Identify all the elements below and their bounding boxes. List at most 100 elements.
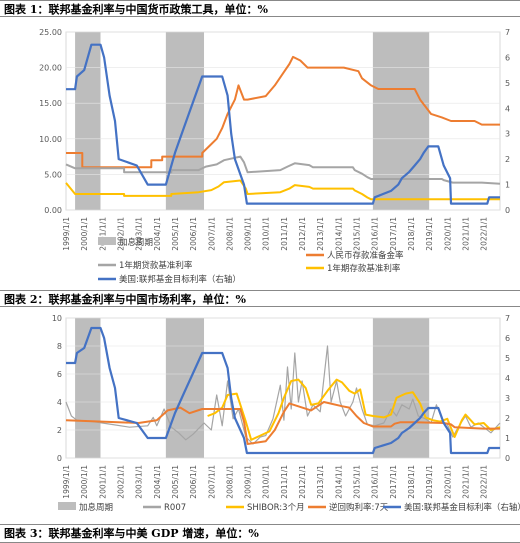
x-tick-label: 1999/1/1	[62, 217, 71, 251]
y-right-tick-label: 6	[505, 334, 510, 343]
y-right-tick-label: 0	[505, 206, 510, 215]
x-tick-label: 2014/1/1	[334, 465, 343, 499]
hike-period-band-1	[75, 32, 101, 210]
y-left-tick-label: 6	[57, 370, 62, 379]
x-tick-label: 2011/1/1	[280, 465, 289, 499]
x-tick-label: 2010/1/1	[262, 465, 271, 499]
legend-label: R007	[164, 503, 186, 513]
x-tick-label: 2001/1/1	[98, 217, 107, 251]
y-left-tick-label: 0	[57, 454, 62, 463]
hike-period-band-2	[165, 32, 205, 210]
series-line-3	[65, 179, 500, 201]
plot-area	[65, 317, 501, 459]
x-tick-label: 2009/1/1	[244, 217, 253, 251]
y-left-tick-label: 2	[57, 426, 62, 435]
x-tick-label: 2004/1/1	[153, 217, 162, 251]
y-left-tick-label: 10	[52, 314, 62, 323]
x-tick-label: 2016/1/1	[371, 465, 380, 499]
x-tick-label: 2017/1/1	[389, 217, 398, 251]
y-left-tick-label: 25.00	[39, 28, 62, 37]
y-right-tick-label: 5	[505, 79, 510, 88]
legend-label: 1年期贷款基准利率	[119, 260, 193, 271]
figure-2-caption: 图表 2：联邦基金利率与中国市场利率，单位：%	[0, 290, 520, 307]
x-tick-label: 2022/1/1	[480, 465, 489, 499]
legend-label: 加息周期	[119, 237, 153, 248]
x-tick-label: 2005/1/1	[171, 465, 180, 499]
legend-label: 1年期存款基准利率	[327, 263, 401, 274]
hike-period-band-1	[75, 318, 101, 458]
x-tick-label: 2019/1/1	[425, 465, 434, 499]
x-tick-label: 2002/1/1	[116, 217, 125, 251]
x-tick-label: 2018/1/1	[407, 217, 416, 251]
hike-period-band-2	[165, 318, 205, 458]
x-tick-label: 2014/1/1	[334, 217, 343, 251]
y-right-tick-label: 1	[505, 434, 510, 443]
x-tick-label: 2007/1/1	[207, 217, 216, 251]
x-tick-label: 2015/1/1	[353, 217, 362, 251]
plot-area	[65, 31, 501, 211]
x-tick-label: 2003/1/1	[135, 217, 144, 251]
y-right-tick-label: 7	[505, 314, 510, 323]
x-tick-label: 2021/1/1	[461, 465, 470, 499]
x-tick-label: 2020/1/1	[443, 217, 452, 251]
legend-label: 美国:联邦基金目标利率（右轴）	[404, 502, 520, 513]
y-right-tick-label: 2	[505, 155, 510, 164]
x-tick-label: 2001/1/1	[98, 465, 107, 499]
x-tick-label: 1999/1/1	[62, 465, 71, 499]
x-tick-label: 2016/1/1	[371, 217, 380, 251]
x-tick-label: 2020/1/1	[443, 465, 452, 499]
legend-label: SHIBOR:3个月	[247, 503, 305, 513]
legend-swatch	[58, 502, 76, 510]
x-tick-label: 2021/1/1	[461, 217, 470, 251]
series-line-4	[66, 326, 500, 455]
legend-swatch	[98, 237, 116, 245]
legend-label: 加息周期	[79, 502, 113, 513]
x-tick-label: 2003/1/1	[135, 465, 144, 499]
y-left-tick-label: 8	[57, 342, 62, 351]
figure-3-caption: 图表 3：联邦基金利率与中美 GDP 增速，单位：%	[0, 524, 520, 543]
x-tick-label: 2011/1/1	[280, 217, 289, 251]
chart-1: 0.00 5.00 10.00 15.00 20.00 25.00 0 1 2 3 4 5 6 7 1999…	[39, 28, 510, 285]
x-tick-label: 2000/1/1	[80, 465, 89, 499]
x-tick-label: 2017/1/1	[389, 465, 398, 499]
hike-period-band-3	[372, 318, 430, 458]
x-tick-label: 2022/1/1	[480, 217, 489, 251]
x-tick-label: 2012/1/1	[298, 217, 307, 251]
y-left-tick-label: 5.00	[44, 170, 62, 179]
x-tick-label: 2006/1/1	[189, 217, 198, 251]
y-left-tick-label: 20.00	[39, 64, 62, 73]
x-tick-label: 2013/1/1	[316, 217, 325, 251]
y-left-tick-label: 15.00	[39, 99, 62, 108]
x-tick-label: 2005/1/1	[171, 217, 180, 251]
series-line-1	[66, 55, 500, 169]
legend-label: 美国:联邦基金目标利率（右轴）	[119, 274, 241, 285]
y-right-tick-label: 1	[505, 181, 510, 190]
chart-2: 0 2 4 6 8 10 0 1 2 3 4 5 6 7 1999/1/1 2000/1/1 2001/1/1 2…	[52, 314, 520, 513]
x-tick-label: 2018/1/1	[407, 465, 416, 499]
x-tick-label: 2008/1/1	[225, 465, 234, 499]
y-left-tick-label: 10.00	[39, 135, 62, 144]
legend-label: 人民币存款准备金率	[327, 250, 404, 261]
series-line-4	[66, 43, 500, 205]
x-tick-label: 2000/1/1	[80, 217, 89, 251]
y-right-tick-label: 7	[505, 28, 510, 37]
x-tick-label: 2008/1/1	[225, 217, 234, 251]
y-left-tick-label: 4	[57, 398, 62, 407]
y-right-tick-label: 3	[505, 394, 510, 403]
x-tick-label: 2015/1/1	[353, 465, 362, 499]
y-right-tick-label: 5	[505, 354, 510, 363]
figure-1-caption: 图表 1：联邦基金利率与中国货币政策工具，单位：%	[0, 0, 520, 17]
x-tick-label: 2004/1/1	[153, 465, 162, 499]
y-left-tick-label: 0.00	[44, 206, 62, 215]
x-tick-label: 2019/1/1	[425, 217, 434, 251]
x-tick-label: 2009/1/1	[244, 465, 253, 499]
series-line-3	[65, 401, 500, 445]
y-right-tick-label: 6	[505, 53, 510, 62]
legend-label: 逆回购利率:7天	[329, 502, 389, 513]
y-right-tick-label: 4	[505, 104, 510, 113]
y-right-tick-label: 3	[505, 130, 510, 139]
y-right-tick-label: 0	[505, 454, 510, 463]
x-tick-label: 2013/1/1	[316, 465, 325, 499]
x-tick-label: 2012/1/1	[298, 465, 307, 499]
series-line-2	[65, 155, 501, 185]
